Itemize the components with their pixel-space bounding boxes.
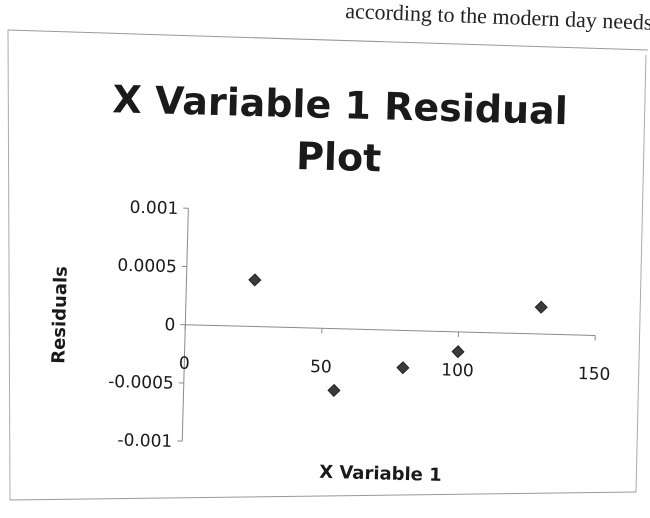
x-tick-labels: 0 50 100 150 (179, 354, 611, 385)
data-point-marker (451, 345, 465, 359)
scan-header-text: according to the modern day needs. (345, 0, 650, 35)
y-tick-label: 0.001 (129, 198, 178, 219)
page-border-top (7, 29, 649, 51)
x-tick-label: 150 (578, 364, 611, 385)
y-tick-label: -0.0005 (108, 372, 174, 394)
y-axis-title: Residuals (48, 266, 72, 364)
data-point-marker (248, 273, 262, 287)
plot-axes (177, 207, 596, 442)
page-border-left (7, 29, 11, 501)
x-axis-title: X Variable 1 (319, 462, 442, 486)
page-border-bottom (9, 491, 637, 501)
data-points (248, 273, 548, 397)
residual-plot: X Variable 1 Residual Plot 0.0010.00050-… (48, 77, 611, 486)
data-point-marker (396, 361, 410, 375)
x-tick-label: 100 (441, 360, 474, 381)
data-point-marker (534, 300, 548, 314)
y-tick-label: -0.001 (117, 430, 172, 451)
x-tick-label: 50 (310, 357, 332, 378)
x-axis-line (185, 324, 596, 336)
y-tick-label: 0.0005 (117, 256, 177, 278)
chart-title-line-2: Plot (296, 134, 382, 180)
chart-title-line-1: X Variable 1 Residual (112, 77, 568, 133)
y-tick-labels: 0.001 0.0005 0 -0.0005 -0.001 (108, 198, 179, 452)
page-border-right (635, 54, 647, 493)
y-tick-label: 0 (164, 315, 175, 335)
data-point-marker (327, 383, 341, 397)
x-tick-label: 0 (179, 354, 190, 374)
